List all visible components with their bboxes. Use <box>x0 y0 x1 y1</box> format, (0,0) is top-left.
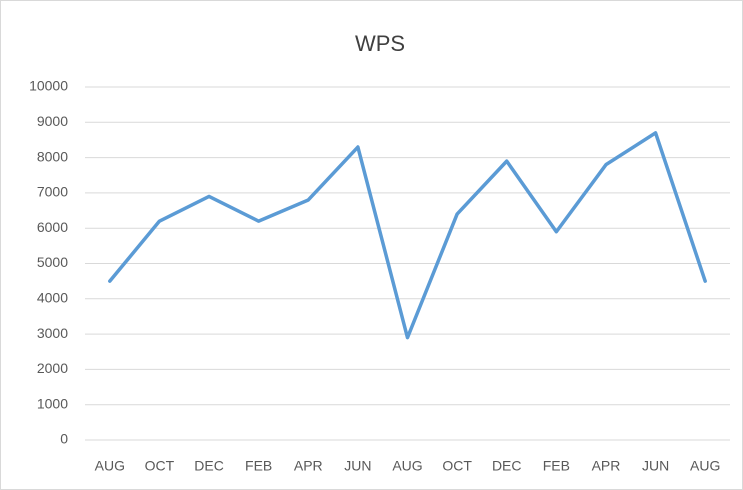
y-tick-label: 3000 <box>37 325 68 341</box>
x-tick-label: FEB <box>543 458 570 474</box>
y-tick-label: 0 <box>60 431 68 447</box>
y-tick-label: 2000 <box>37 360 68 376</box>
x-tick-label: JUN <box>642 458 669 474</box>
x-tick-label: OCT <box>145 458 175 474</box>
x-tick-label: OCT <box>442 458 472 474</box>
x-tick-label: DEC <box>194 458 224 474</box>
line-series <box>108 131 707 340</box>
y-tick-label: 8000 <box>37 148 68 164</box>
chart-title: WPS <box>355 31 405 56</box>
y-tick-label: 1000 <box>37 395 68 411</box>
x-tick-label: DEC <box>492 458 522 474</box>
y-tick-label: 10000 <box>29 78 68 94</box>
y-tick-label: 5000 <box>37 254 68 270</box>
y-tick-label: 6000 <box>37 219 68 235</box>
x-tick-label: JUN <box>344 458 371 474</box>
x-tick-label: APR <box>294 458 323 474</box>
y-tick-label: 4000 <box>37 290 68 306</box>
x-tick-label: AUG <box>95 458 125 474</box>
x-tick-label: AUG <box>392 458 422 474</box>
x-tick-label: FEB <box>245 458 272 474</box>
y-tick-label: 9000 <box>37 113 68 129</box>
x-tick-label: AUG <box>690 458 720 474</box>
x-tick-label: APR <box>592 458 621 474</box>
y-tick-label: 7000 <box>37 184 68 200</box>
